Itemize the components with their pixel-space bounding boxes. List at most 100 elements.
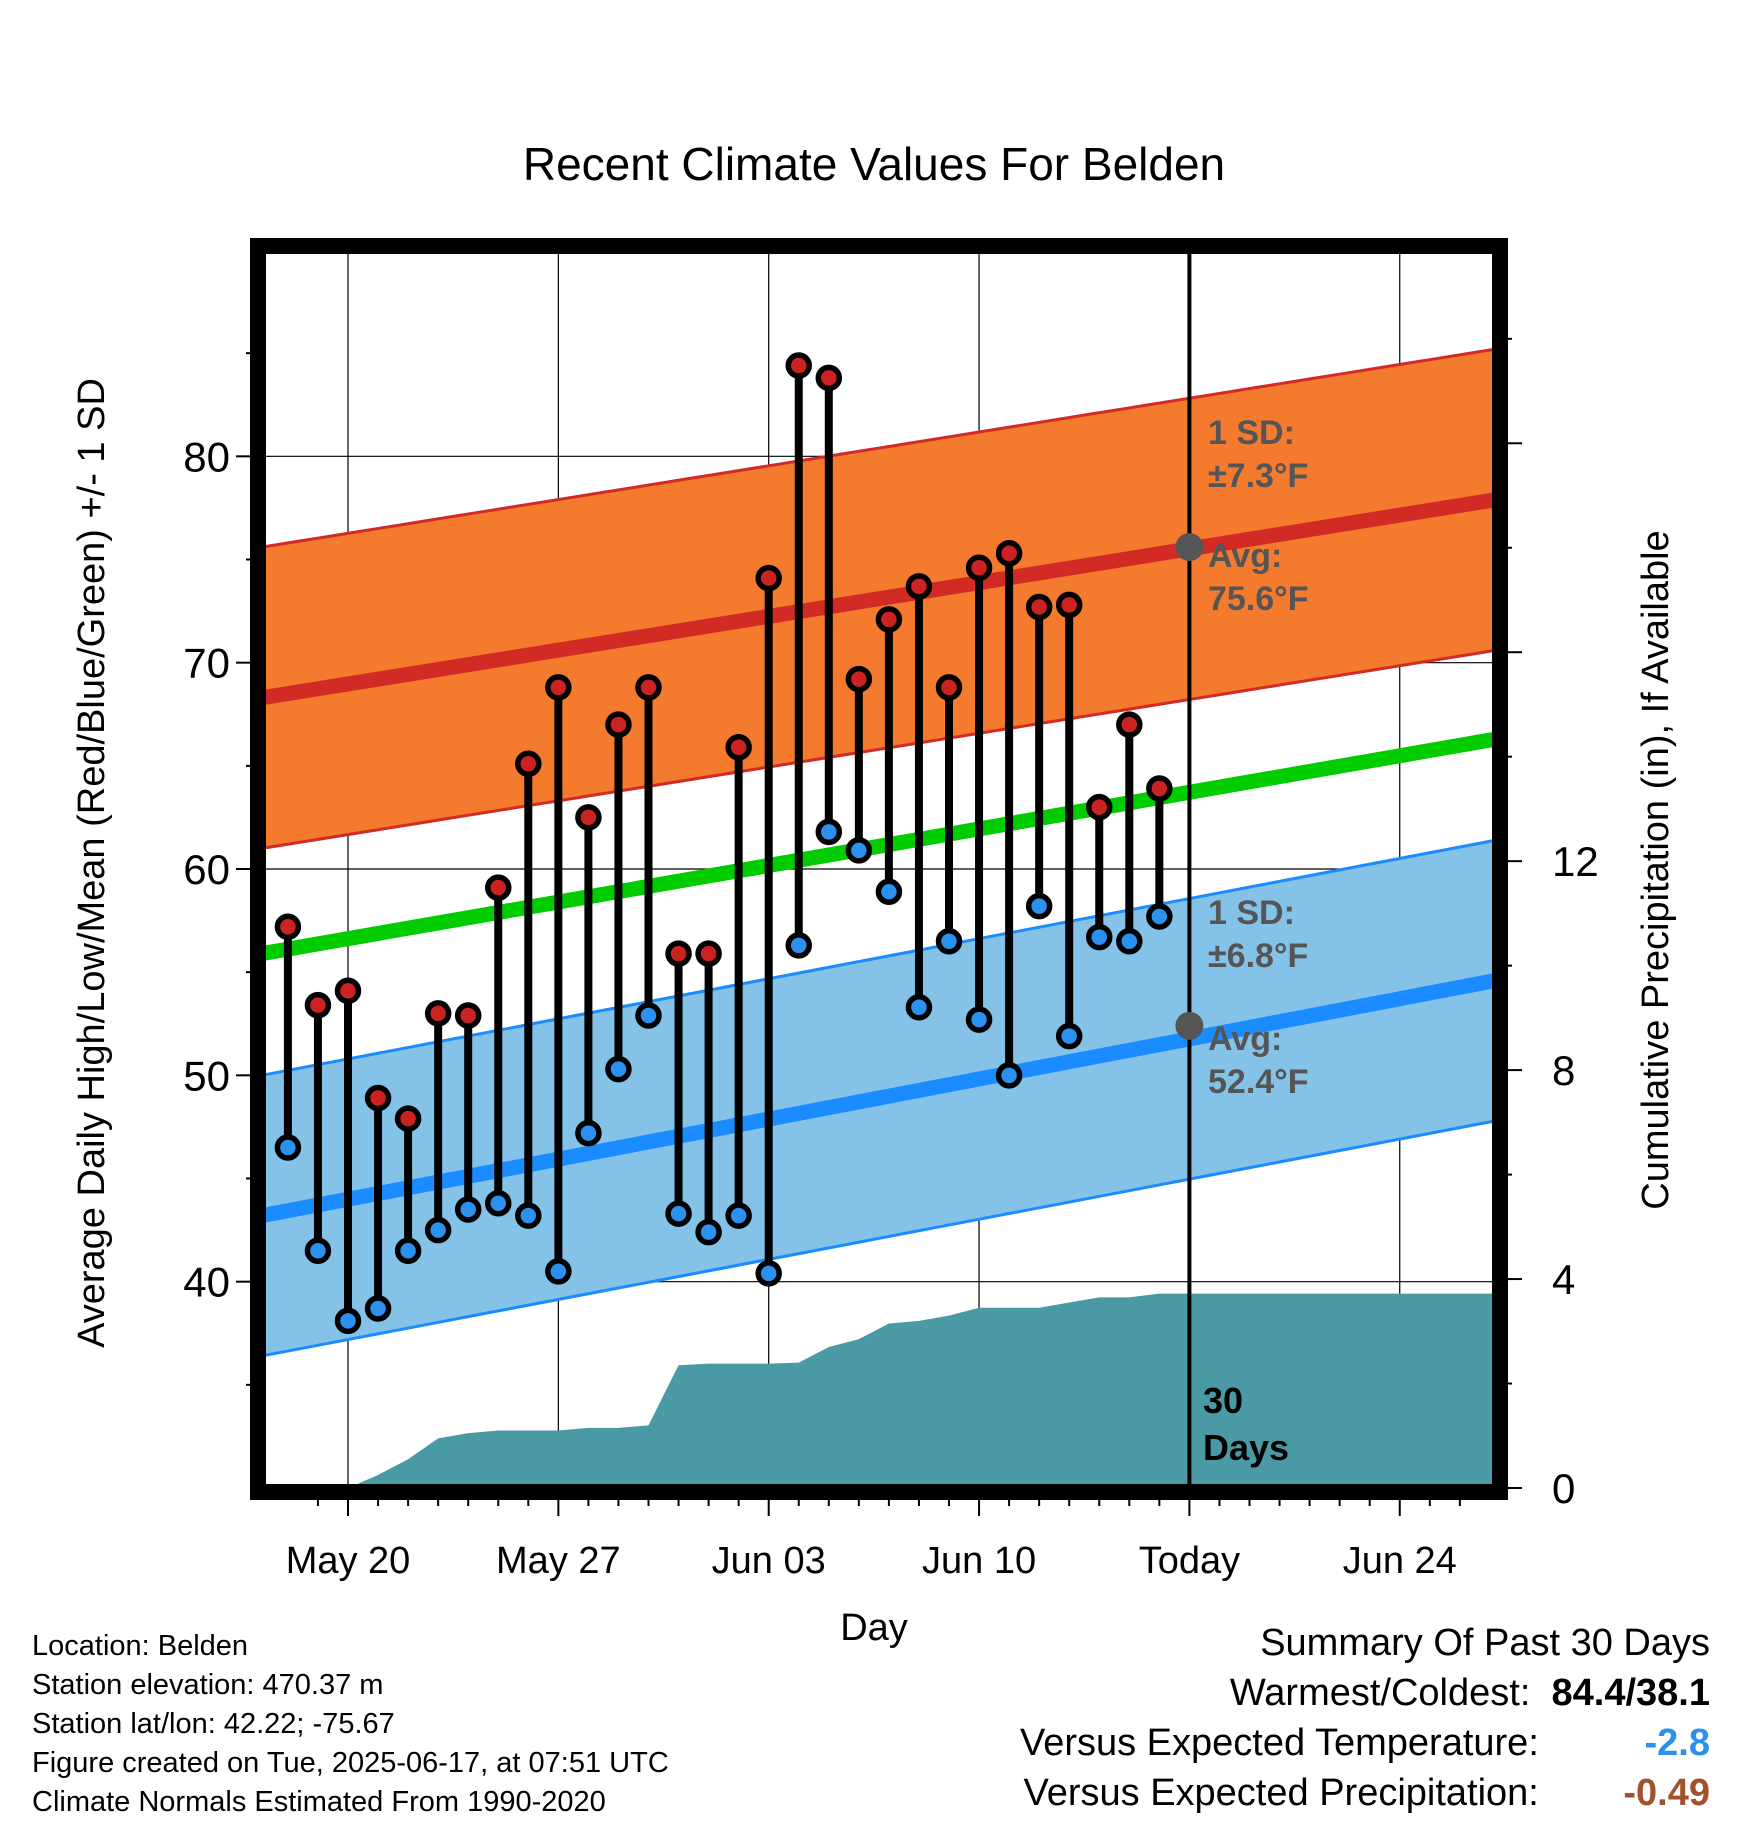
daily-low-point [394,1237,422,1264]
y-tick-label: 80 [183,433,230,480]
y2-tick-label: 12 [1552,838,1599,885]
daily-high-point [845,665,873,693]
daily-low-point [1116,927,1143,955]
avg-low-value: 52.4°F [1208,1063,1309,1101]
summary-warmest-label: Warmest/Coldest: [1229,1672,1531,1714]
daily-low-point [1086,923,1113,951]
y2-tick-label: 8 [1552,1047,1575,1094]
daily-low-point [935,927,963,955]
daily-high-point [545,674,572,701]
y2-tick-label: 4 [1552,1256,1575,1303]
x-tick-label: May 27 [496,1540,621,1582]
normal-low-band-lower-edge [261,1119,1497,1358]
summary-precip-value: -0.49 [1623,1772,1710,1814]
avg-high-value: 75.6°F [1208,580,1309,618]
daily-high-point [334,977,362,1004]
x-tick-label: Jun 24 [1343,1540,1457,1582]
y-tick-label: 60 [183,846,230,893]
summary-warmest-value: 84.4/38.1 [1551,1672,1710,1714]
daily-low-point [635,1002,662,1029]
sd-low-label: 1 SD: [1208,894,1295,932]
normal-mean-line [260,731,1498,961]
daily-high-point [695,940,722,967]
daily-low-point [575,1119,602,1147]
y-tick-label: 70 [183,640,230,687]
daily-high-point [1116,711,1143,738]
daily-high-point [785,352,812,379]
daily-high-point [515,750,542,778]
sd-high-label: 1 SD: [1208,414,1295,452]
y-axis-label: Average Daily High/Low/Mean (Red/Blue/Gr… [71,378,113,1348]
summary-warmest-row: Warmest/Coldest: 84.4/38.1 [1230,1672,1710,1715]
daily-low-point [485,1190,512,1217]
x-axis-label: Day [840,1607,908,1649]
daily-low-point [905,993,933,1021]
window-label-line2: Days [1203,1427,1289,1468]
daily-high-point [274,913,302,941]
normal-high-band-lower-edge [261,648,1497,850]
daily-low-point [875,878,903,905]
daily-low-point [695,1218,722,1246]
daily-low-point [364,1295,392,1322]
daily-high-point [755,564,782,592]
summary-precip-label: Versus Expected Precipitation: [1023,1772,1539,1814]
daily-low-point [304,1237,332,1264]
daily-low-point [545,1258,572,1285]
daily-low-point [755,1260,782,1287]
daily-high-point [665,940,692,967]
today-avg-high-marker [1175,533,1204,562]
daily-high-point [485,874,512,901]
daily-low-point [785,932,812,959]
x-tick-label: May 20 [286,1540,411,1582]
daily-low-point [1146,903,1173,930]
daily-high-point [1055,591,1083,619]
daily-low-point [725,1202,752,1229]
avg-low-label: Avg: [1208,1020,1282,1058]
daily-low-point [515,1202,542,1229]
daily-low-point [965,1006,993,1033]
daily-high-point [575,804,602,831]
sd-high-value: ±7.3°F [1208,457,1308,495]
daily-high-point [454,1002,482,1029]
daily-low-point [274,1134,302,1161]
daily-high-point [815,364,843,392]
plot-frame [250,238,1508,1500]
daily-low-point [665,1200,692,1227]
footer-created: Figure created on Tue, 2025-06-17, at 07… [32,1747,669,1779]
daily-high-point [935,674,963,701]
daily-high-point [995,540,1023,567]
daily-low-point [424,1216,452,1244]
daily-high-point [725,734,752,761]
chart-title: Recent Climate Values For Belden [523,138,1225,190]
y2-axis-label: Cumulative Precipitation (in), If Availa… [1635,530,1677,1209]
daily-low-point [815,818,843,846]
daily-low-point [1025,892,1053,920]
footer-latlon: Station lat/lon: 42.22; -75.67 [32,1708,395,1740]
daily-high-point [304,991,332,1019]
x-tick-label: Today [1139,1540,1240,1582]
sd-low-value: ±6.8°F [1208,937,1308,975]
daily-low-point [334,1307,362,1335]
plot-area: 1 SD: ±7.3°F Avg: 75.6°F 1 SD: ±6.8°F Avg: 52.4… [183,238,1599,1582]
daily-low-point [454,1196,482,1223]
daily-high-point [605,711,632,738]
daily-low-point [1055,1022,1083,1050]
daily-high-point [905,573,933,600]
summary-temp-label: Versus Expected Temperature: [1019,1722,1539,1764]
footer-normals: Climate Normals Estimated From 1990-2020 [32,1786,606,1818]
today-avg-low-marker [1175,1011,1204,1040]
daily-low-point [995,1062,1023,1089]
daily-high-point [1025,593,1053,621]
normal-high-line [260,492,1498,706]
footer-location: Location: Belden [32,1630,249,1662]
window-label-line1: 30 [1203,1380,1243,1421]
daily-high-point [394,1105,422,1132]
normal-high-band-upper-edge [261,347,1497,549]
y-tick-label: 50 [183,1052,230,1099]
daily-high-point [364,1084,392,1112]
y2-tick-label: 0 [1552,1465,1575,1512]
footer-elevation: Station elevation: 470.37 m [32,1669,384,1701]
summary-temp-value: -2.8 [1644,1722,1710,1764]
summary-title: Summary Of Past 30 Days [1260,1622,1710,1664]
